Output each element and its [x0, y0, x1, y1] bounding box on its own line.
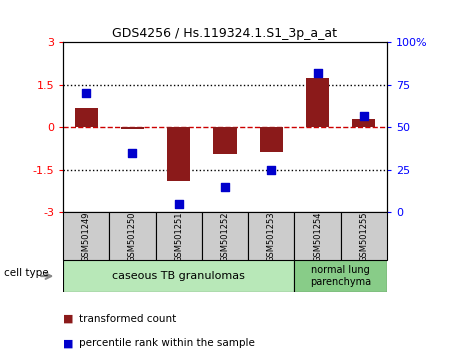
Point — [221, 184, 229, 190]
Text: transformed count: transformed count — [79, 314, 176, 324]
Text: caseous TB granulomas: caseous TB granulomas — [112, 271, 245, 281]
Bar — [121, 127, 144, 129]
Bar — [294, 212, 341, 260]
Bar — [109, 212, 156, 260]
Bar — [202, 212, 248, 260]
Text: ■: ■ — [63, 314, 73, 324]
Bar — [248, 212, 294, 260]
Bar — [260, 127, 283, 152]
Bar — [156, 212, 202, 260]
Text: GSM501254: GSM501254 — [313, 211, 322, 262]
Text: ■: ■ — [63, 338, 73, 348]
Bar — [63, 260, 294, 292]
Bar — [63, 212, 109, 260]
Bar — [167, 127, 190, 181]
Title: GDS4256 / Hs.119324.1.S1_3p_a_at: GDS4256 / Hs.119324.1.S1_3p_a_at — [112, 27, 338, 40]
Point — [129, 150, 136, 156]
Text: GSM501252: GSM501252 — [220, 211, 230, 262]
Bar — [213, 127, 237, 154]
Text: cell type: cell type — [4, 268, 49, 278]
Text: GSM501251: GSM501251 — [174, 211, 183, 262]
Text: GSM501255: GSM501255 — [360, 211, 369, 262]
Bar — [75, 108, 98, 127]
Bar — [306, 78, 329, 127]
Text: GSM501250: GSM501250 — [128, 211, 137, 262]
Bar — [294, 260, 387, 292]
Bar — [341, 212, 387, 260]
Point — [268, 167, 275, 173]
Point — [175, 201, 182, 207]
Text: percentile rank within the sample: percentile rank within the sample — [79, 338, 255, 348]
Point — [360, 113, 368, 118]
Text: GSM501253: GSM501253 — [267, 211, 276, 262]
Text: GSM501249: GSM501249 — [81, 211, 90, 262]
Point — [314, 70, 321, 76]
Bar — [352, 119, 375, 127]
Text: normal lung
parenchyma: normal lung parenchyma — [310, 265, 371, 287]
Point — [82, 91, 90, 96]
